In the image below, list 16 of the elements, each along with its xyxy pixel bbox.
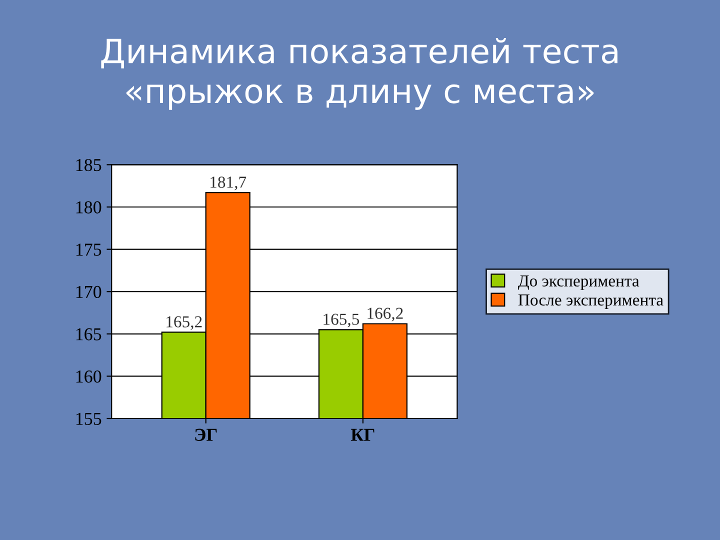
data-label: 166,2 — [368, 308, 403, 322]
y-tick-label: 165 — [76, 328, 102, 340]
y-tick-label: 155 — [76, 412, 102, 425]
x-tick-label: ЭГ — [195, 428, 217, 441]
data-label: 165,2 — [166, 316, 202, 330]
y-tick-label: 180 — [76, 201, 102, 214]
chart-title: Динамика показателей теста «прыжок в длину с места» — [101, 38, 618, 110]
data-label: 181,7 — [210, 176, 246, 190]
data-label: 165,5 — [324, 314, 360, 328]
y-tick-label: 160 — [76, 370, 102, 383]
x-tick-label: КГ — [350, 428, 374, 441]
y-tick-label: 185 — [76, 158, 102, 172]
y-tick-label: 170 — [76, 286, 102, 298]
legend-label: До эксперимента — [518, 275, 640, 290]
y-tick-label: 175 — [76, 244, 102, 256]
legend-label: После эксперимента — [518, 294, 664, 309]
